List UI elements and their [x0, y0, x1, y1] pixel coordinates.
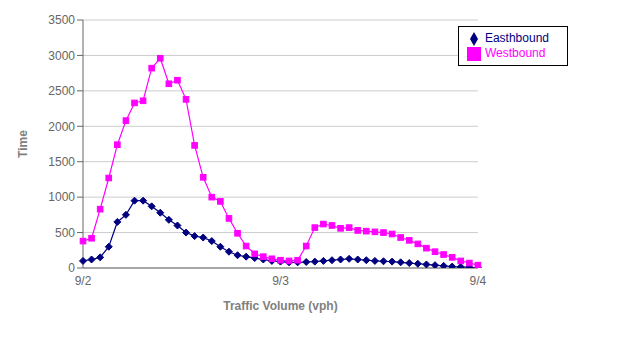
svg-text:500: 500: [55, 226, 75, 240]
svg-text:Time: Time: [16, 130, 30, 158]
svg-text:9/4: 9/4: [470, 274, 487, 288]
svg-text:3000: 3000: [48, 49, 75, 63]
svg-text:9/2: 9/2: [75, 274, 92, 288]
svg-text:9/3: 9/3: [272, 274, 289, 288]
html-text:Easthbound: Easthbound: [484, 31, 549, 45]
svg-text:2500: 2500: [48, 84, 75, 98]
svg-text:3500: 3500: [48, 13, 75, 27]
svg-text:Traffic Volume (vph): Traffic Volume (vph): [223, 299, 337, 313]
svg-text:2000: 2000: [48, 120, 75, 134]
html-text:Westbound: Westbound: [484, 45, 546, 60]
svg-text:0: 0: [68, 261, 75, 275]
svg-text:1500: 1500: [48, 155, 75, 169]
svg-text:1000: 1000: [48, 190, 75, 204]
